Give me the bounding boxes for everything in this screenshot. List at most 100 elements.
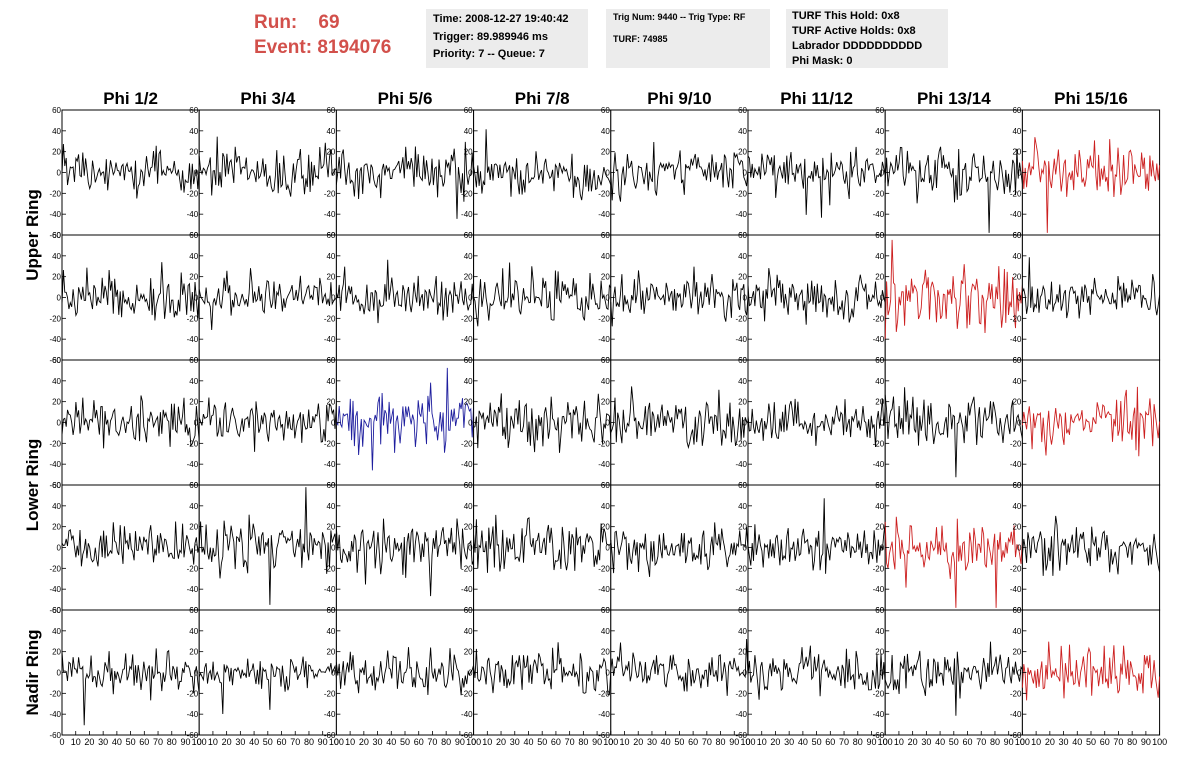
x-tick-label: 0 [883,737,888,747]
y-tick-label: -40 [735,460,747,469]
y-tick-label: 60 [52,481,61,490]
y-tick-label: 20 [52,523,61,532]
y-tick-label: -40 [461,335,473,344]
y-tick-label: 60 [464,481,473,490]
y-tick-label: -40 [324,460,336,469]
y-tick-label: 20 [875,148,884,157]
labrador-text: Labrador DDDDDDDDDD [792,40,923,52]
y-tick-label: -20 [324,564,336,573]
x-tick-label: 0 [471,737,476,747]
x-tick-label: 30 [510,737,520,747]
y-tick-label: 40 [52,127,61,136]
y-tick-label: 40 [1012,127,1021,136]
y-tick-label: -20 [598,689,610,698]
y-tick-label: 20 [875,523,884,532]
waveform-trace [884,146,1023,233]
y-tick-label: 20 [326,398,335,407]
y-tick-label: 40 [326,627,335,636]
x-tick-label: 70 [427,737,437,747]
y-tick-label: -20 [873,689,885,698]
y-tick-label: 0 [331,294,336,303]
y-tick-label: 20 [464,148,473,157]
y-tick-label: -20 [49,564,61,573]
y-tick-label: 20 [1012,648,1021,657]
y-tick-label: 20 [875,648,884,657]
waveform-trace [61,262,200,321]
column-title: Phi 5/6 [378,89,433,108]
y-tick-label: 20 [601,398,610,407]
y-tick-label: 40 [52,502,61,511]
y-tick-label: 60 [464,231,473,240]
row-title: Lower Ring [23,439,42,532]
x-tick-label: 20 [770,737,780,747]
x-tick-label: 30 [647,737,657,747]
panel-frame [747,484,886,611]
y-tick-label: -20 [187,439,199,448]
x-tick-label: 30 [784,737,794,747]
x-tick-label: 40 [661,737,671,747]
y-tick-label: 20 [738,523,747,532]
x-tick-label: 40 [386,737,396,747]
y-tick-label: -40 [49,585,61,594]
panel-frame [198,484,337,611]
y-tick-label: 20 [464,523,473,532]
x-tick-label: 80 [990,737,1000,747]
x-tick-label: 100 [603,737,618,747]
y-tick-label: -40 [49,710,61,719]
y-tick-label: -40 [461,585,473,594]
y-tick-label: 60 [875,481,884,490]
y-tick-label: 0 [880,544,885,553]
phi-mask-text: Phi Mask: 0 [792,55,853,67]
x-tick-label: 60 [139,737,149,747]
y-tick-label: -20 [461,564,473,573]
y-tick-label: 0 [194,169,199,178]
y-tick-label: 0 [331,419,336,428]
y-tick-label: 40 [1012,502,1021,511]
y-tick-label: 0 [1017,669,1022,678]
waveform-trace [198,268,337,331]
x-tick-label: 0 [197,737,202,747]
y-tick-label: 0 [468,294,473,303]
y-tick-label: 0 [605,294,610,303]
x-tick-label: 50 [537,737,547,747]
y-tick-label: 20 [601,523,610,532]
x-tick-label: 0 [745,737,750,747]
y-tick-label: 60 [601,106,610,115]
y-tick-label: 40 [738,502,747,511]
waveform-trace [610,522,749,577]
y-tick-label: -40 [735,210,747,219]
panel-frame [61,234,200,361]
y-tick-label: 0 [743,419,748,428]
y-tick-label: 20 [1012,273,1021,282]
x-tick-label: 70 [290,737,300,747]
priority-text: Priority: 7 -- Queue: 7 [433,48,545,60]
y-tick-label: 20 [464,398,473,407]
y-tick-label: 60 [875,606,884,615]
turf-text: TURF: 74985 [613,34,668,44]
x-tick-label: 80 [1127,737,1137,747]
y-tick-label: 0 [605,544,610,553]
y-tick-label: 60 [875,231,884,240]
turf-active-holds-text: TURF Active Holds: 0x8 [792,25,916,37]
y-tick-label: -20 [873,314,885,323]
y-tick-label: 20 [326,148,335,157]
y-tick-label: -20 [735,314,747,323]
waveform-trace [61,395,200,449]
y-tick-label: -40 [49,335,61,344]
x-tick-label: 90 [1004,737,1014,747]
y-tick-label: -40 [598,460,610,469]
x-tick-label: 40 [523,737,533,747]
waveform-trace [473,262,612,327]
y-tick-label: -40 [324,585,336,594]
y-tick-label: 60 [1012,106,1021,115]
y-tick-label: 40 [1012,377,1021,386]
y-tick-label: -60 [461,731,473,740]
x-tick-label: 30 [1059,737,1069,747]
panel-frame [198,609,337,736]
y-tick-label: -40 [1010,710,1022,719]
trig-num-text: Trig Num: 9440 -- Trig Type: RF [613,12,746,22]
column-title: Phi 15/16 [1054,89,1128,108]
y-tick-label: 0 [194,669,199,678]
y-tick-label: 40 [601,502,610,511]
y-tick-label: 60 [52,106,61,115]
